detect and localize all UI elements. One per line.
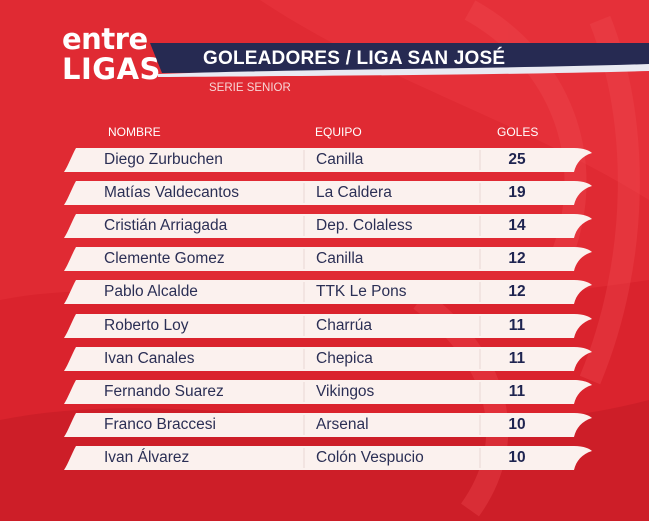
row-background (64, 412, 592, 437)
goals-value: 11 (508, 349, 526, 367)
row-background (64, 214, 592, 239)
goals-value: 12 (508, 250, 526, 268)
player-name: Fernando Suarez (104, 382, 224, 400)
table-row: Ivan Álvarez Colón Vespucio 10 (62, 445, 592, 471)
table-row: Fernando Suarez Vikingos 11 (62, 379, 592, 405)
row-background (64, 181, 592, 206)
title-banner (150, 43, 649, 77)
player-name: Pablo Alcalde (104, 283, 198, 301)
team-name: Canilla (316, 151, 364, 168)
page-subtitle: SERIE SENIOR (209, 82, 291, 94)
table-row: Franco Braccesi Arsenal 10 (62, 412, 592, 438)
row-background (64, 280, 592, 305)
table-row: Diego Zurbuchen Canilla 25 (62, 147, 592, 173)
goals-value: 11 (508, 316, 526, 334)
team-name: La Caldera (316, 184, 392, 202)
team-name: Charrúa (316, 316, 372, 334)
row-background (64, 346, 592, 371)
entreligas-logo: entre LIGAS (62, 24, 161, 84)
player-name: Diego Zurbuchen (104, 151, 223, 168)
player-name: Cristián Arriagada (104, 217, 228, 235)
row-background (64, 445, 592, 470)
table-row: Roberto Loy Charrúa 11 (62, 313, 592, 339)
team-name: Dep. Colaless (316, 217, 413, 235)
team-name: Vikingos (316, 382, 375, 400)
team-name: TTK Le Pons (316, 283, 407, 301)
team-name: Chepica (316, 349, 373, 367)
team-name: Arsenal (316, 415, 369, 433)
player-name: Franco Braccesi (104, 415, 216, 433)
table-row: Matías Valdecantos La Caldera 19 (62, 180, 592, 206)
row-background (64, 379, 592, 404)
goals-value: 19 (508, 184, 526, 202)
row-background (64, 247, 592, 272)
player-name: Matías Valdecantos (104, 184, 239, 202)
goals-value: 25 (508, 151, 526, 168)
player-name: Ivan Álvarez (104, 448, 190, 466)
player-name: Clemente Gomez (104, 250, 225, 268)
player-name: Ivan Canales (104, 349, 195, 367)
goals-value: 14 (508, 217, 526, 235)
column-header-team: EQUIPO (315, 125, 362, 139)
row-background (64, 313, 592, 338)
logo-line-2: LIGAS (62, 52, 161, 86)
column-header-name: NOMBRE (108, 125, 161, 139)
goals-value: 12 (508, 283, 526, 301)
player-name: Roberto Loy (104, 316, 189, 334)
logo-line-1: entre (62, 22, 148, 56)
page-title: GOLEADORES / LIGA SAN JOSÉ (203, 48, 506, 69)
column-header-goals: GOLES (497, 125, 539, 139)
goals-value: 10 (508, 448, 526, 466)
team-name: Canilla (316, 250, 364, 268)
table-row: Ivan Canales Chepica 11 (62, 346, 592, 372)
row-background (64, 148, 592, 172)
goals-value: 11 (508, 382, 526, 400)
goals-value: 10 (508, 415, 526, 433)
table-row: Pablo Alcalde TTK Le Pons 12 (62, 279, 592, 305)
team-name: Colón Vespucio (316, 448, 424, 466)
table-row: Cristián Arriagada Dep. Colaless 14 (62, 213, 592, 239)
table-row: Clemente Gomez Canilla 12 (62, 246, 592, 272)
